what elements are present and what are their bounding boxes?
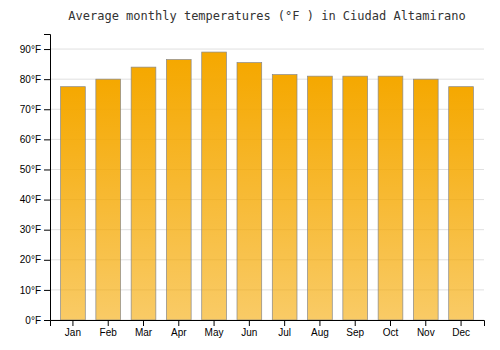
y-axis-line <box>44 35 51 321</box>
x-tick-label: Jan <box>65 327 81 338</box>
x-tick: Mar <box>135 320 153 338</box>
bar <box>449 87 474 320</box>
grid <box>50 49 484 320</box>
y-tick: 0°F <box>25 315 50 326</box>
x-tick-mark <box>461 320 462 326</box>
bar <box>272 75 297 320</box>
x-tick-label: Dec <box>452 327 470 338</box>
x-tick: Aug <box>311 320 329 338</box>
grid-line <box>50 49 484 50</box>
bar <box>202 52 227 320</box>
x-tick-mark <box>72 320 73 326</box>
x-tick-label: May <box>205 327 224 338</box>
bar <box>413 79 438 320</box>
x-tick-mark <box>355 320 356 326</box>
x-tick-label: Nov <box>417 327 435 338</box>
bars <box>61 52 474 320</box>
y-axis: 0°F 10°F 20°F 30°F 40°F 50°F 60°F 70°F 80°F 90°F <box>20 35 51 326</box>
x-tick: Jun <box>241 320 257 338</box>
bar <box>308 76 333 320</box>
y-tick-mark <box>44 230 50 231</box>
bar <box>61 87 86 320</box>
y-tick: 20°F <box>20 254 50 265</box>
y-tick-label: 40°F <box>20 194 41 205</box>
x-tick: Apr <box>171 320 187 338</box>
chart-svg: 0°F 10°F 20°F 30°F 40°F 50°F 60°F 70°F 80°F 90°F J… <box>0 0 500 350</box>
bar <box>343 76 368 320</box>
x-tick: Nov <box>417 320 435 338</box>
x-tick: May <box>205 320 224 338</box>
x-tick-mark <box>108 320 109 326</box>
y-tick: 30°F <box>20 224 50 235</box>
y-tick: 80°F <box>20 74 50 85</box>
y-tick-label: 0°F <box>25 315 41 326</box>
x-tick-mark <box>425 320 426 326</box>
bar <box>96 79 121 320</box>
y-tick: 10°F <box>20 285 50 296</box>
x-axis-line <box>51 321 485 327</box>
x-tick-label: Jul <box>278 327 291 338</box>
x-tick-label: Jun <box>241 327 257 338</box>
x-axis: Jan Feb Mar Apr May Jun Jul Aug Sep Oct Nov Dec <box>51 320 485 338</box>
x-tick: Oct <box>383 320 399 338</box>
y-tick: 60°F <box>20 134 50 145</box>
y-tick-mark <box>44 290 50 291</box>
x-tick: Sep <box>346 320 364 338</box>
y-tick: 70°F <box>20 104 50 115</box>
y-tick-label: 10°F <box>20 285 41 296</box>
x-tick-label: Oct <box>383 327 399 338</box>
chart-container: 0°F 10°F 20°F 30°F 40°F 50°F 60°F 70°F 80°F 90°F J… <box>0 0 500 350</box>
x-tick-mark <box>249 320 250 326</box>
x-tick-mark <box>390 320 391 326</box>
x-tick-label: Feb <box>100 327 118 338</box>
x-tick-label: Sep <box>346 327 364 338</box>
plot-area: 0°F 10°F 20°F 30°F 40°F 50°F 60°F 70°F 80°F 90°F J… <box>20 35 485 339</box>
y-tick-mark <box>44 139 50 140</box>
x-tick: Dec <box>452 320 470 338</box>
x-tick-mark <box>178 320 179 326</box>
y-tick: 90°F <box>20 44 50 55</box>
y-tick: 40°F <box>20 194 50 205</box>
y-tick-label: 80°F <box>20 74 41 85</box>
y-tick-mark <box>44 79 50 80</box>
bar <box>131 67 156 320</box>
y-tick-mark <box>44 49 50 50</box>
y-tick-mark <box>44 320 50 321</box>
x-tick-label: Aug <box>311 327 329 338</box>
bar <box>378 76 403 320</box>
y-tick-mark <box>44 200 50 201</box>
y-tick: 50°F <box>20 164 50 175</box>
y-tick-mark <box>44 260 50 261</box>
y-tick-label: 20°F <box>20 254 41 265</box>
y-tick-mark <box>44 169 50 170</box>
x-tick-mark <box>214 320 215 326</box>
x-tick: Jan <box>65 320 81 338</box>
y-tick-label: 60°F <box>20 134 41 145</box>
x-tick-label: Mar <box>135 327 153 338</box>
y-tick-label: 90°F <box>20 44 41 55</box>
x-tick-mark <box>143 320 144 326</box>
chart-title: Average monthly temperatures (°F ) in Ci… <box>68 9 465 23</box>
x-tick: Jul <box>278 320 291 338</box>
x-tick-mark <box>284 320 285 326</box>
bar <box>237 63 262 320</box>
y-tick-label: 70°F <box>20 104 41 115</box>
x-tick: Feb <box>100 320 118 338</box>
y-tick-label: 50°F <box>20 164 41 175</box>
x-tick-label: Apr <box>171 327 187 338</box>
x-tick-mark <box>319 320 320 326</box>
bar <box>166 60 191 320</box>
y-tick-label: 30°F <box>20 224 41 235</box>
y-tick-mark <box>44 109 50 110</box>
